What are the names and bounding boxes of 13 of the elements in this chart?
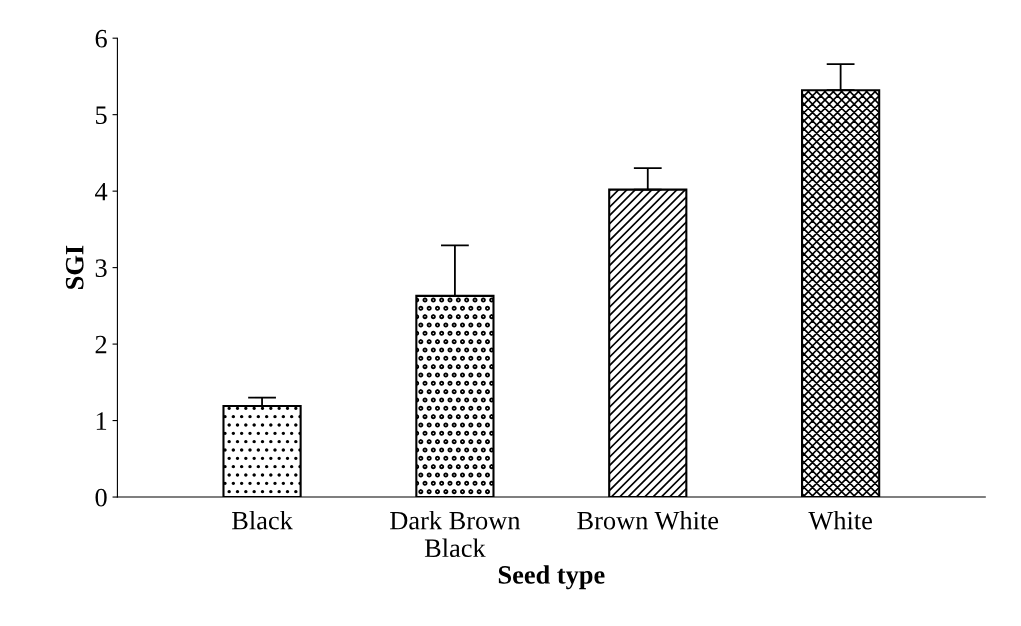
x-tick-label: White (808, 510, 872, 530)
y-tick-label: 0 (95, 488, 107, 507)
x-axis-title: Seed type (498, 565, 605, 590)
y-tick-label: 1 (96, 412, 107, 430)
y-tick-label: 3 (95, 259, 107, 278)
y-tick-label: 2 (95, 335, 107, 354)
x-tick-label: Brown White (577, 510, 719, 530)
y-tick-label: 6 (95, 29, 107, 48)
y-tick-label: 5 (96, 106, 107, 125)
x-tick-label: Black (232, 510, 293, 530)
y-tick-label: 4 (95, 182, 108, 201)
y-axis-title: SGI (65, 245, 84, 289)
x-tick-label: Dark Brown Black (390, 510, 521, 558)
